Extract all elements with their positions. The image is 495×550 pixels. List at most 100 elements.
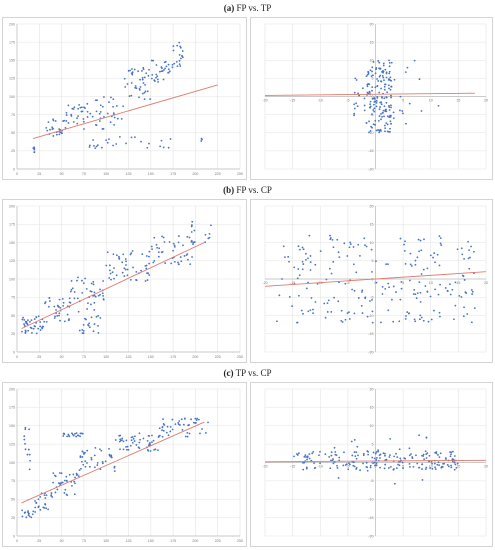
data-point bbox=[142, 82, 145, 84]
data-point bbox=[447, 465, 450, 468]
data-point bbox=[93, 301, 96, 304]
data-point bbox=[363, 237, 366, 240]
data-point bbox=[179, 46, 182, 49]
x-tick-label: -20 bbox=[262, 281, 267, 285]
data-point bbox=[377, 449, 379, 452]
data-point bbox=[200, 140, 203, 142]
data-point bbox=[188, 424, 190, 426]
data-point bbox=[369, 464, 372, 467]
data-point bbox=[86, 102, 89, 105]
data-point bbox=[348, 318, 351, 320]
data-point bbox=[352, 263, 355, 266]
data-point bbox=[165, 65, 168, 68]
data-point bbox=[24, 511, 27, 514]
data-point bbox=[470, 289, 473, 291]
data-point bbox=[389, 120, 392, 123]
data-point bbox=[358, 94, 361, 97]
data-point bbox=[362, 454, 365, 457]
y-tick-label: 0 bbox=[13, 534, 15, 538]
data-point bbox=[119, 438, 122, 441]
data-point bbox=[363, 109, 366, 112]
data-point bbox=[332, 260, 335, 263]
data-point bbox=[357, 243, 360, 246]
data-point bbox=[183, 417, 186, 420]
data-point bbox=[130, 82, 133, 84]
data-point bbox=[52, 481, 55, 484]
data-point bbox=[305, 287, 308, 290]
data-point bbox=[122, 440, 125, 443]
data-point bbox=[125, 445, 127, 448]
data-point bbox=[90, 458, 93, 461]
data-point bbox=[443, 462, 445, 465]
data-point bbox=[352, 246, 355, 248]
data-point bbox=[62, 435, 65, 437]
data-point bbox=[72, 434, 75, 437]
data-point bbox=[81, 292, 84, 294]
data-point bbox=[190, 224, 193, 227]
data-point bbox=[378, 115, 381, 117]
data-point bbox=[127, 448, 130, 451]
data-point bbox=[109, 272, 112, 275]
data-point bbox=[399, 298, 402, 301]
data-point bbox=[433, 252, 436, 254]
data-point bbox=[387, 84, 390, 87]
y-tick-label: -10 bbox=[368, 314, 373, 318]
x-tick-label: 100 bbox=[103, 172, 109, 176]
data-point bbox=[76, 297, 79, 300]
data-point bbox=[375, 462, 378, 464]
data-point bbox=[338, 256, 341, 259]
data-point bbox=[444, 287, 447, 289]
data-point bbox=[429, 295, 432, 298]
data-point bbox=[369, 106, 371, 109]
data-point bbox=[361, 312, 364, 314]
data-point bbox=[420, 273, 423, 275]
data-point bbox=[336, 467, 339, 469]
data-point bbox=[82, 324, 85, 326]
data-point bbox=[389, 88, 392, 91]
data-point bbox=[178, 41, 181, 44]
data-point bbox=[73, 106, 76, 109]
data-point bbox=[364, 244, 366, 247]
data-point bbox=[329, 238, 332, 241]
data-point bbox=[379, 466, 381, 469]
data-point bbox=[378, 108, 381, 110]
data-point bbox=[100, 146, 103, 149]
data-point bbox=[80, 467, 82, 470]
x-tick-label: 125 bbox=[126, 539, 132, 543]
data-point bbox=[188, 432, 191, 435]
data-point bbox=[52, 135, 55, 137]
chart-b-left: 0 25 50 75 100 125 150 175 200 225 250 0 25 50 75 100 12… bbox=[2, 199, 247, 363]
data-point bbox=[147, 74, 150, 77]
data-point bbox=[109, 121, 112, 124]
data-point bbox=[391, 298, 393, 301]
data-point bbox=[340, 319, 343, 322]
data-point bbox=[105, 139, 108, 142]
data-point bbox=[183, 255, 186, 257]
data-point bbox=[84, 465, 87, 468]
data-point bbox=[174, 423, 177, 426]
data-point bbox=[383, 105, 386, 107]
data-point bbox=[384, 83, 387, 86]
x-tick-label: 100 bbox=[103, 355, 109, 359]
data-point bbox=[58, 472, 61, 474]
data-point bbox=[63, 320, 66, 323]
data-point bbox=[353, 289, 356, 292]
data-point bbox=[319, 462, 321, 465]
data-point bbox=[28, 515, 31, 518]
data-point bbox=[376, 95, 379, 98]
data-point bbox=[406, 311, 409, 313]
data-point bbox=[50, 495, 53, 497]
data-point bbox=[86, 449, 89, 452]
data-point bbox=[130, 252, 133, 255]
data-point bbox=[162, 69, 165, 71]
data-point bbox=[404, 457, 407, 460]
data-point bbox=[353, 107, 356, 110]
data-point bbox=[371, 86, 374, 89]
data-point bbox=[408, 447, 411, 450]
x-tick-label: 25 bbox=[37, 539, 41, 543]
data-point bbox=[93, 323, 96, 325]
data-point bbox=[101, 292, 104, 295]
data-point bbox=[363, 104, 366, 107]
data-point bbox=[157, 81, 159, 83]
x-tick-label: 20 bbox=[484, 99, 488, 103]
